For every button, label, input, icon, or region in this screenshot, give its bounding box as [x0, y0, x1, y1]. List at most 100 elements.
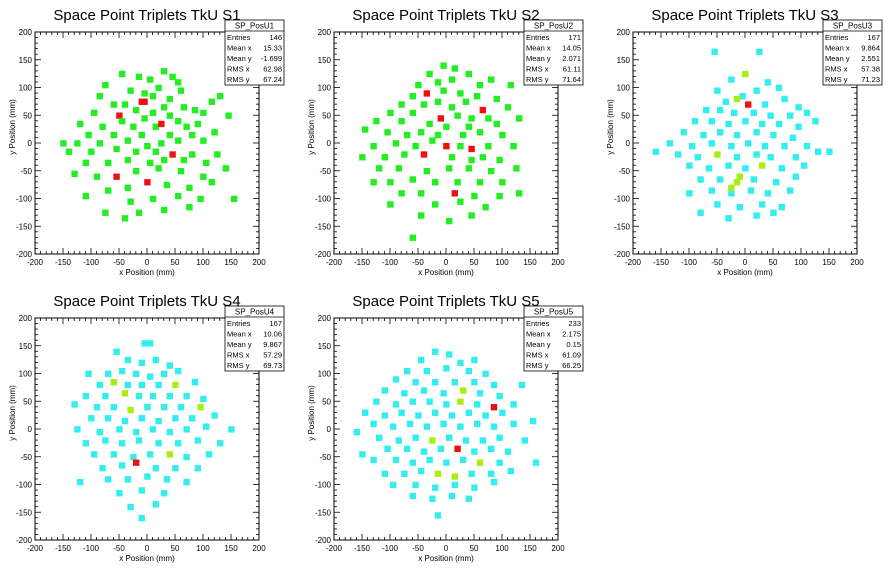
panel-1-bin [135, 73, 143, 80]
panel-3-bin [801, 162, 808, 169]
panel-3-bin [792, 154, 799, 161]
panel-4-bin [172, 381, 179, 389]
panel-5-bin [507, 467, 514, 475]
panel-3-bin [680, 129, 687, 136]
panel-2-stats-value: 61.11 [563, 65, 581, 74]
panel-1-ytick-label: 100 [19, 84, 33, 93]
panel-1-bin [121, 215, 129, 222]
panel-1-ytick-label: 50 [23, 111, 32, 120]
panel-4-bin [177, 404, 185, 411]
panel-3-ytick-label: -150 [614, 222, 631, 231]
panel-1-bin [105, 187, 112, 194]
panel-5-bin [510, 420, 517, 428]
panel-1-ytick-label: 200 [19, 28, 33, 37]
panel-5-bin [460, 387, 467, 394]
panel-1-bin [180, 104, 187, 111]
panel-4-bin [183, 453, 190, 461]
panel-5-ytick-label: -50 [319, 453, 331, 462]
panel-3-bin [739, 93, 746, 100]
panel-4-bin [116, 490, 123, 497]
panel-3-bin [711, 48, 718, 55]
panel-5-bin [457, 359, 464, 366]
panel-1-stats-box: SP_PosU1 Entries 146 Mean x 15.33 Mean y -1.69… [224, 19, 285, 86]
panel-1-bin [121, 101, 129, 108]
panel-1-stats-label: Entries [227, 33, 251, 42]
panel-4-bin [105, 476, 112, 483]
panel-2-bin [451, 190, 458, 197]
panel-4-bin [121, 417, 129, 425]
panel-2-bin [395, 165, 402, 172]
panel-2-bin [418, 129, 425, 136]
panel-5-bin [392, 376, 400, 383]
panel-3-bin [717, 106, 724, 114]
panel-3-stats-value: 167 [867, 33, 880, 42]
panel-2-bin [499, 131, 506, 139]
panel-4-stats-value: 10.06 [263, 330, 282, 339]
panel-5-bin [479, 437, 486, 444]
panel-5-bin [370, 420, 377, 428]
panel-2-bin [488, 76, 495, 83]
panel-2-stats-value: 71.64 [562, 75, 581, 84]
panel-5-bin [401, 470, 408, 477]
panel-4-bin [183, 392, 190, 400]
panel-2-bin [457, 143, 464, 150]
panel-5-bin [457, 398, 464, 405]
panel-3-bin [812, 118, 819, 125]
panel-5-bin [443, 459, 450, 466]
panel-4-bin [228, 426, 235, 433]
panel-4-bin [161, 490, 168, 497]
panel-5-bin [418, 356, 425, 364]
panel-1-ytick-label: -200 [16, 250, 33, 259]
panel-4-bin [105, 370, 112, 378]
panel-3-bin [795, 123, 802, 130]
panel-4-bin [124, 356, 131, 364]
panel-2-bin [418, 212, 425, 219]
panel-1-bin [189, 131, 196, 139]
panel-3-bin [714, 87, 721, 94]
panel-4-stats-label: Entries [227, 319, 251, 328]
panel-2-bin [423, 90, 430, 97]
panel-2-stats-label: Mean y [526, 54, 551, 63]
panel-5-bin [434, 512, 442, 519]
panel-3-xtick-label: -100 [681, 258, 698, 267]
panel-2-bin [516, 190, 523, 197]
panel-4-bin [135, 437, 143, 444]
panel-5-bin [395, 437, 402, 444]
panel-2-bin [451, 65, 458, 72]
panel-5-bin [496, 434, 503, 441]
panel-2-bin [482, 204, 489, 211]
panel-5-xtick-label: 150 [523, 544, 537, 553]
panel-1-bin [183, 123, 190, 130]
panel-5-bin [429, 495, 436, 502]
panel-1-bin [71, 170, 78, 178]
panel-2-bin [409, 93, 416, 100]
panel-4-bin [102, 437, 109, 444]
panel-2-bin [409, 234, 416, 241]
panel-5-bin [432, 379, 439, 386]
panel-4-xtick-label: 0 [145, 544, 150, 553]
panel-1-bin [85, 131, 92, 139]
panel-1-bin [158, 120, 165, 128]
panel-2-bin [485, 115, 492, 122]
panel-1-bin [65, 148, 73, 155]
panel-3-stats-label: Mean y [825, 54, 850, 63]
panel-3-stats-box: SP_PosU3 Entries 167 Mean x 9.864 Mean y 2.551… [822, 19, 883, 86]
panel-3-bin [652, 148, 659, 155]
panel-4-ytick-label: 50 [23, 397, 32, 406]
panel-1-xtick-label: -200 [27, 258, 44, 267]
panel-3-bin [753, 151, 760, 158]
panel-3-bin [750, 176, 757, 183]
panel-2-bin [440, 87, 447, 94]
panel-5-bin [476, 459, 484, 466]
panel-3-bin [725, 162, 732, 169]
panel-4-bin [138, 515, 145, 522]
panel-1-bin [113, 173, 120, 180]
panel-4-bin [85, 370, 92, 378]
panel-3-bin [666, 140, 673, 147]
panel-1-bin [60, 140, 67, 147]
panel-1-bin [124, 184, 131, 191]
panel-4-bin [133, 429, 140, 436]
panel-4-bin [99, 465, 106, 472]
